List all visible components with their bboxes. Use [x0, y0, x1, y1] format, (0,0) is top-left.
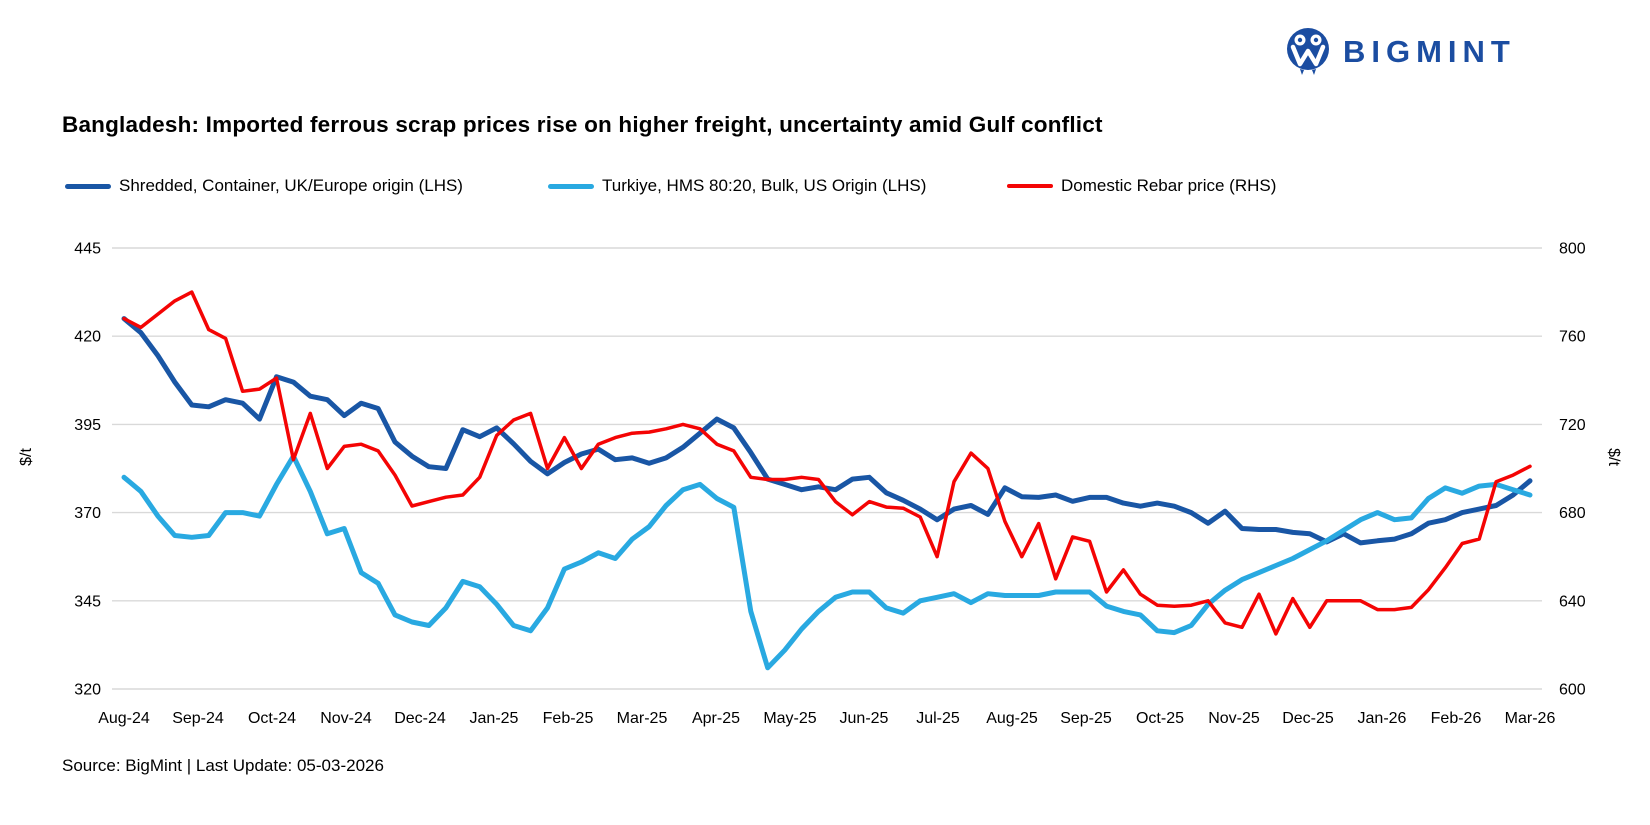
svg-text:Mar-25: Mar-25 [617, 710, 668, 727]
svg-text:Jan-25: Jan-25 [470, 710, 519, 727]
svg-text:395: 395 [74, 417, 101, 434]
svg-text:720: 720 [1559, 417, 1586, 434]
svg-text:Aug-24: Aug-24 [98, 710, 150, 727]
bigmint-logo-text: BIGMINT [1343, 34, 1516, 69]
svg-text:Apr-25: Apr-25 [692, 710, 740, 727]
legend-label-turkiye: Turkiye, HMS 80:20, Bulk, US Origin (LHS… [602, 176, 927, 195]
legend-swatch-rebar [1007, 184, 1053, 188]
left-axis-unit-label: $/t [17, 448, 35, 466]
svg-text:420: 420 [74, 329, 101, 346]
svg-text:Mar-26: Mar-26 [1505, 710, 1556, 727]
legend-label-shredded: Shredded, Container, UK/Europe origin (L… [119, 176, 463, 195]
legend-item-turkiye: Turkiye, HMS 80:20, Bulk, US Origin (LHS… [548, 176, 926, 196]
right-axis-unit-label: $/t [1604, 448, 1622, 466]
svg-text:Sep-25: Sep-25 [1060, 710, 1112, 727]
svg-text:600: 600 [1559, 682, 1586, 699]
svg-text:Dec-24: Dec-24 [394, 710, 446, 727]
svg-text:May-25: May-25 [763, 710, 816, 727]
svg-text:370: 370 [74, 505, 101, 522]
svg-text:Sep-24: Sep-24 [172, 710, 224, 727]
svg-text:Jan-26: Jan-26 [1358, 710, 1407, 727]
legend-item-rebar: Domestic Rebar price (RHS) [1007, 176, 1276, 196]
svg-text:680: 680 [1559, 505, 1586, 522]
svg-text:Jun-25: Jun-25 [840, 710, 889, 727]
svg-text:640: 640 [1559, 593, 1586, 610]
svg-text:345: 345 [74, 593, 101, 610]
svg-text:445: 445 [74, 241, 101, 258]
svg-text:Feb-26: Feb-26 [1431, 710, 1482, 727]
legend-item-shredded: Shredded, Container, UK/Europe origin (L… [65, 176, 463, 196]
svg-text:800: 800 [1559, 241, 1586, 258]
svg-text:Jul-25: Jul-25 [916, 710, 960, 727]
bigmint-logo-icon [1287, 28, 1329, 75]
svg-text:Feb-25: Feb-25 [543, 710, 594, 727]
svg-text:Aug-25: Aug-25 [986, 710, 1038, 727]
chart-title: Bangladesh: Imported ferrous scrap price… [62, 112, 1103, 137]
svg-text:Oct-24: Oct-24 [248, 710, 296, 727]
bigmint-logo: BIGMINT [1283, 26, 1516, 78]
legend-swatch-shredded [65, 183, 111, 189]
svg-text:Nov-24: Nov-24 [320, 710, 372, 727]
svg-text:760: 760 [1559, 329, 1586, 346]
source-note: Source: BigMint | Last Update: 05-03-202… [62, 756, 384, 775]
svg-text:320: 320 [74, 682, 101, 699]
svg-text:Nov-25: Nov-25 [1208, 710, 1260, 727]
legend-label-rebar: Domestic Rebar price (RHS) [1061, 176, 1277, 195]
legend-swatch-turkiye [548, 183, 594, 189]
svg-text:Oct-25: Oct-25 [1136, 710, 1184, 727]
svg-text:Dec-25: Dec-25 [1282, 710, 1334, 727]
